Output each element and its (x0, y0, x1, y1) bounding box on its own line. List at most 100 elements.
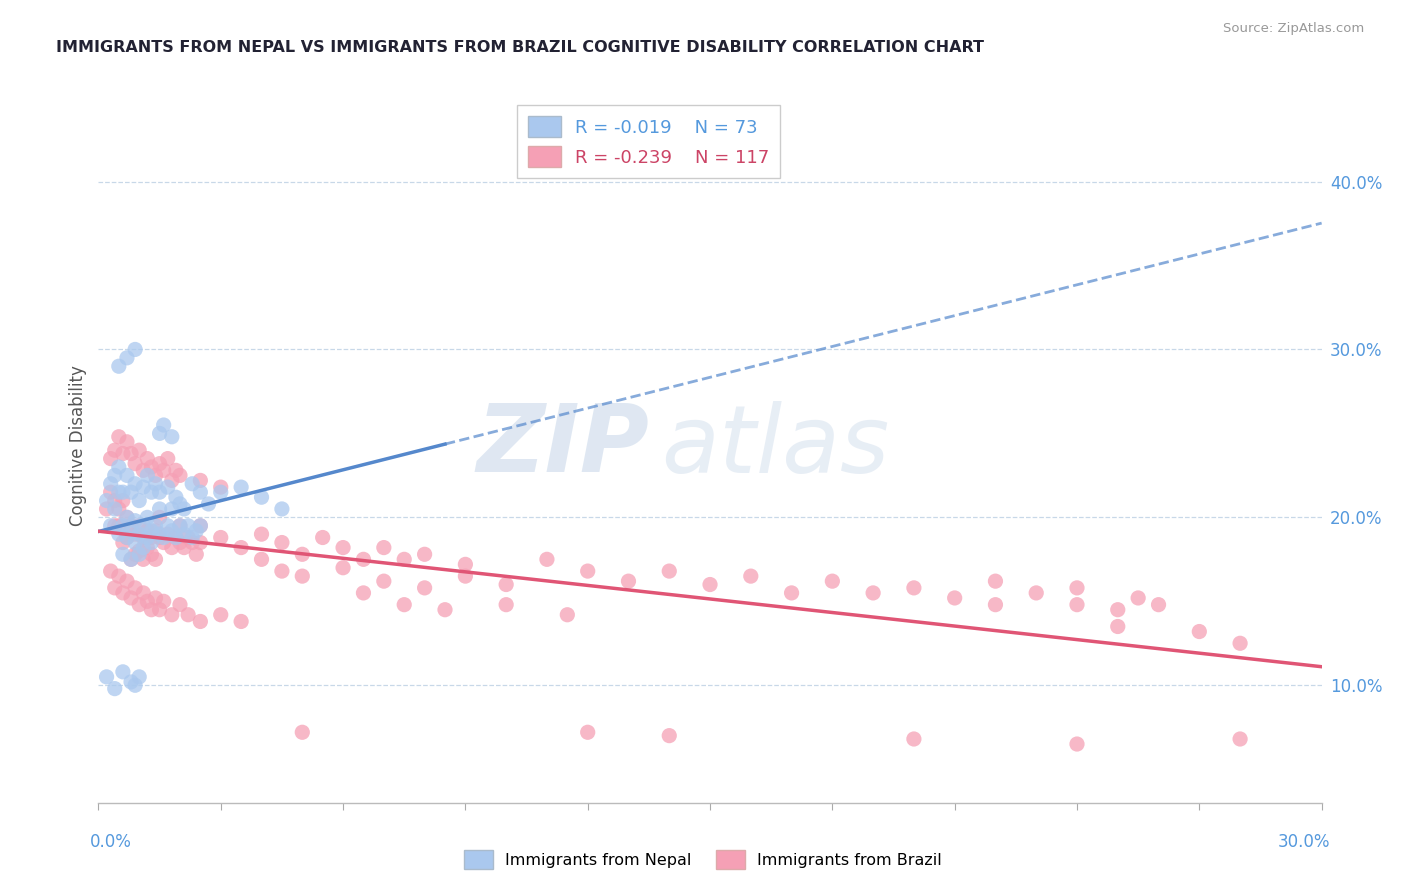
Point (270, 535, 294, 549)
Legend: Immigrants from Nepal, Immigrants from Brazil: Immigrants from Nepal, Immigrants from B… (457, 844, 949, 875)
Point (392, 552, 416, 566)
Point (108, 359, 131, 374)
Point (111, 493, 134, 508)
Point (413, 547, 436, 561)
Point (352, 552, 374, 566)
Point (658, 729, 681, 743)
Point (177, 607, 200, 622)
Point (149, 603, 172, 617)
Point (104, 502, 127, 516)
Point (115, 510, 138, 524)
Point (188, 485, 212, 500)
Point (141, 460, 163, 475)
Point (120, 485, 142, 500)
Point (821, 574, 844, 589)
Point (373, 574, 395, 589)
Point (209, 480, 232, 494)
Point (156, 518, 179, 533)
Point (495, 598, 517, 612)
Point (104, 681, 127, 696)
Point (165, 531, 187, 545)
Point (231, 480, 253, 494)
Point (115, 468, 138, 483)
Point (100, 518, 122, 533)
Text: IMMIGRANTS FROM NEPAL VS IMMIGRANTS FROM BRAZIL COGNITIVE DISABILITY CORRELATION: IMMIGRANTS FROM NEPAL VS IMMIGRANTS FROM… (56, 40, 984, 55)
Point (188, 518, 212, 533)
Point (141, 535, 163, 549)
Point (312, 531, 335, 545)
Point (124, 527, 146, 541)
Point (576, 564, 599, 578)
Point (181, 476, 204, 491)
Point (152, 594, 174, 608)
Point (128, 493, 150, 508)
Point (169, 535, 191, 549)
Point (156, 451, 179, 466)
Point (115, 434, 138, 449)
Point (96, 670, 118, 684)
Point (454, 569, 477, 583)
Point (111, 485, 134, 500)
Point (111, 586, 134, 600)
Point (332, 560, 354, 574)
Point (108, 430, 131, 444)
Point (120, 524, 142, 538)
Point (111, 446, 134, 460)
Point (120, 552, 142, 566)
Point (136, 541, 159, 555)
Point (128, 544, 150, 558)
Point (862, 586, 884, 600)
Text: 0.0%: 0.0% (90, 833, 132, 851)
Point (104, 581, 127, 595)
Point (177, 531, 200, 545)
Point (1147, 598, 1170, 612)
Point (197, 497, 219, 511)
Point (104, 493, 127, 508)
Point (903, 731, 925, 746)
Point (943, 591, 966, 605)
Point (111, 547, 134, 561)
Point (136, 510, 159, 524)
Point (160, 502, 183, 516)
Point (124, 678, 146, 692)
Point (128, 443, 150, 458)
Point (132, 518, 155, 533)
Point (120, 446, 142, 460)
Point (352, 586, 374, 600)
Point (108, 485, 131, 500)
Point (160, 607, 183, 622)
Point (231, 615, 253, 629)
Point (149, 531, 172, 545)
Point (124, 581, 146, 595)
Point (160, 524, 183, 538)
Point (903, 581, 925, 595)
Point (149, 510, 172, 524)
Point (115, 531, 138, 545)
Point (413, 581, 436, 595)
Point (141, 603, 163, 617)
Point (100, 476, 122, 491)
Point (124, 535, 146, 549)
Point (186, 524, 208, 538)
Point (108, 518, 131, 533)
Point (1128, 591, 1150, 605)
Point (128, 670, 150, 684)
Y-axis label: Cognitive Disability: Cognitive Disability (69, 366, 87, 526)
Point (173, 541, 195, 555)
Point (149, 426, 172, 441)
Point (124, 457, 146, 471)
Point (128, 547, 150, 561)
Point (115, 574, 138, 589)
Point (128, 527, 150, 541)
Point (141, 524, 163, 538)
Text: atlas: atlas (661, 401, 890, 491)
Point (270, 502, 294, 516)
Point (111, 535, 134, 549)
Point (188, 474, 212, 488)
Point (188, 518, 212, 533)
Point (124, 547, 146, 561)
Point (454, 558, 477, 572)
Point (270, 564, 294, 578)
Point (181, 531, 204, 545)
Point (100, 451, 122, 466)
